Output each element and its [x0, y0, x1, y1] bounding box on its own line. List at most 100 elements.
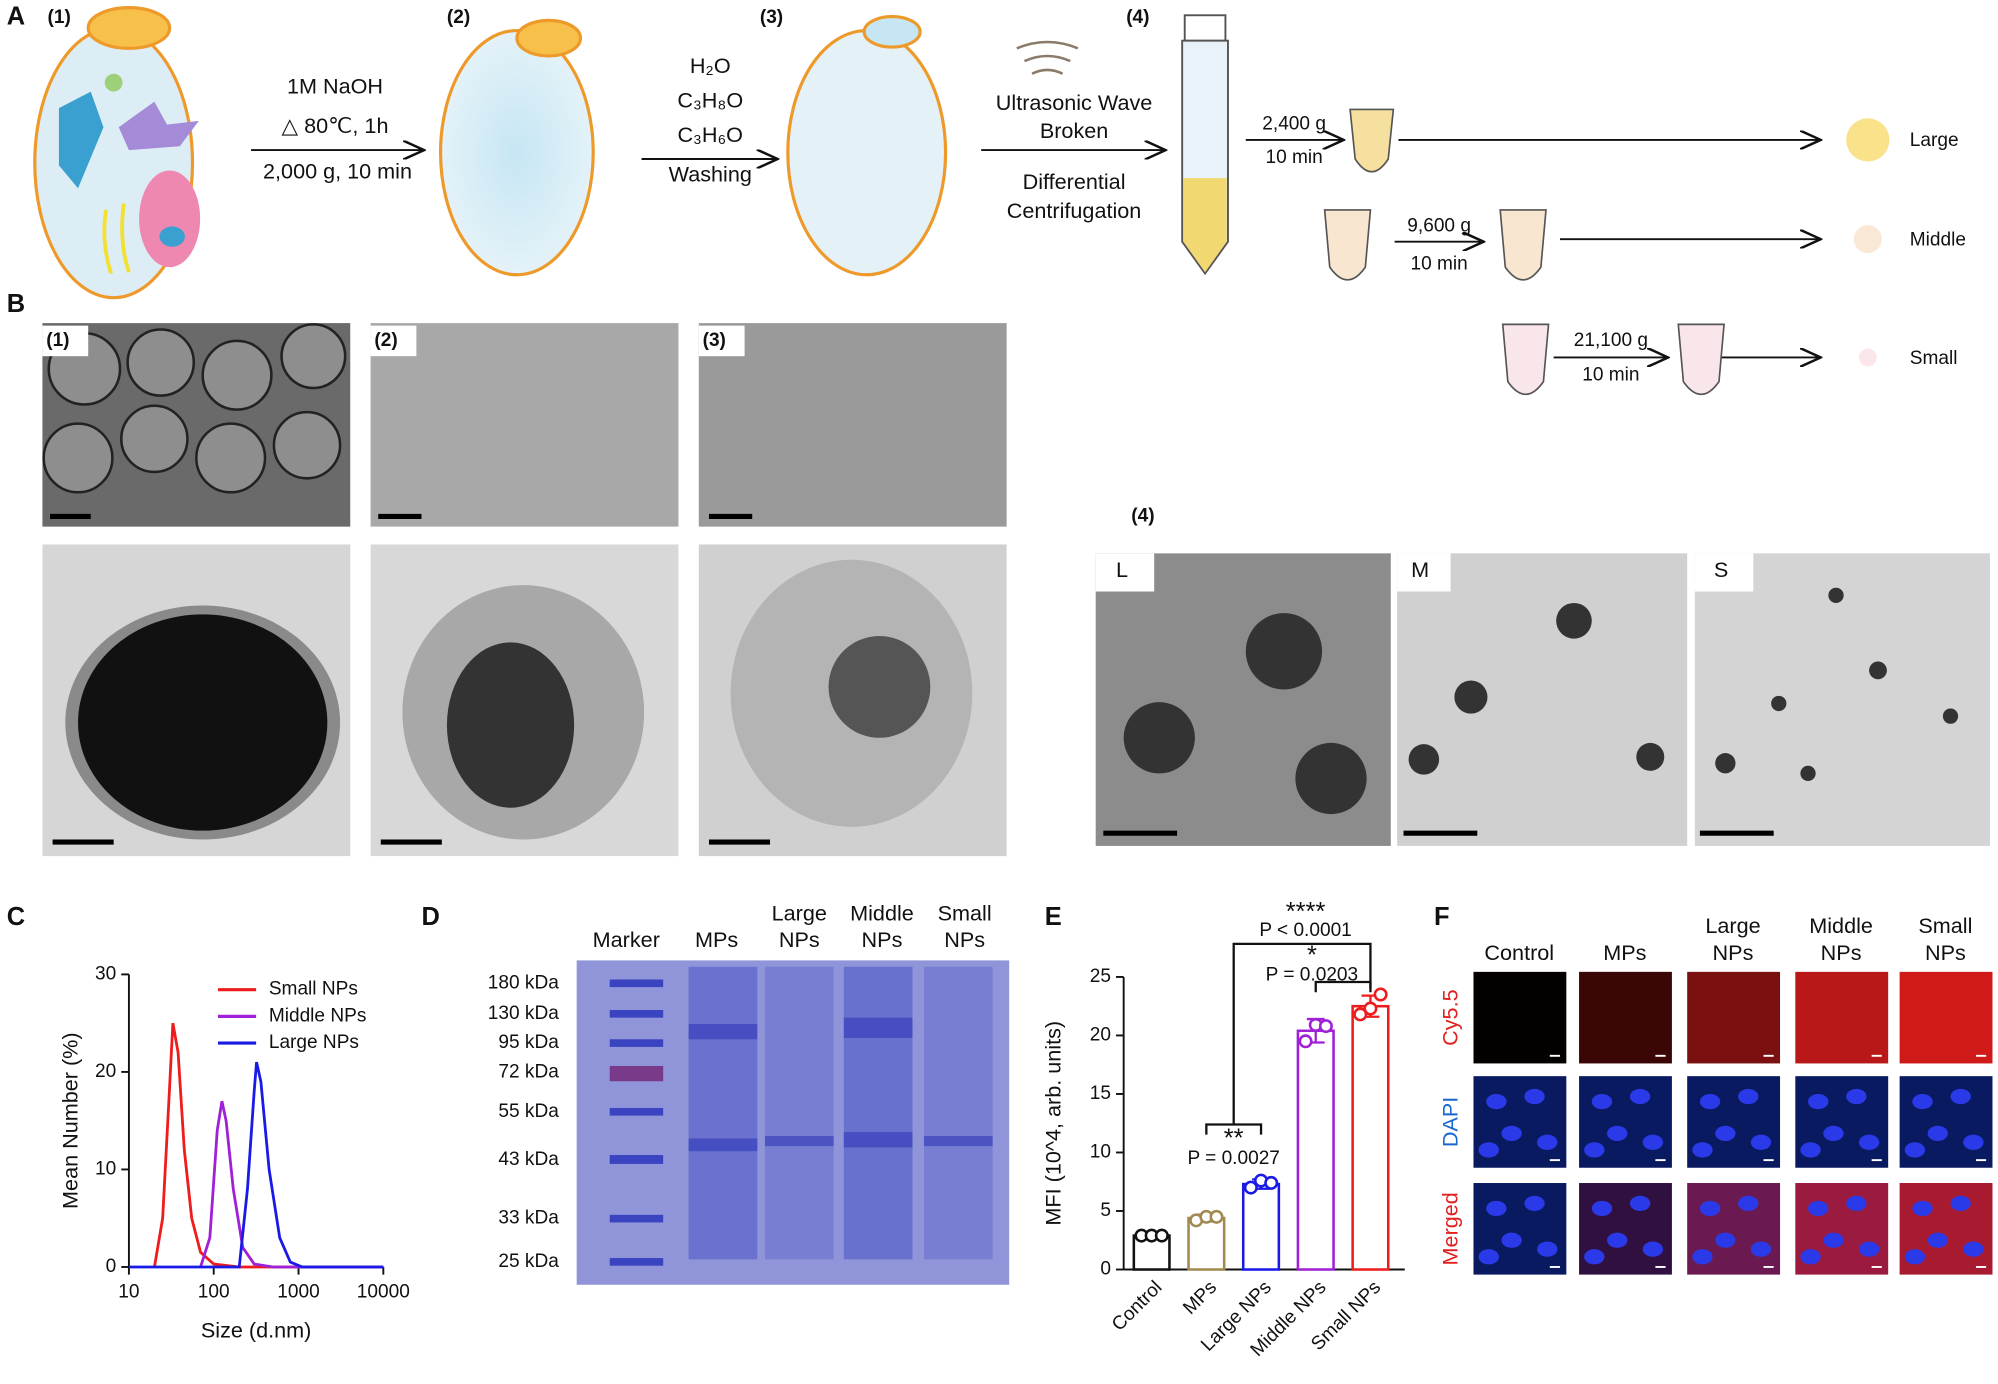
step-label: (4) — [1126, 7, 1149, 28]
data-point — [1363, 1001, 1378, 1016]
nucleus — [1501, 1232, 1522, 1248]
nucleus — [1927, 1232, 1948, 1248]
step-text: 1M NaOH — [287, 73, 383, 98]
nucleus — [1591, 1200, 1613, 1217]
nucleus — [1501, 1125, 1522, 1142]
step-label: (3) — [760, 7, 783, 28]
nucleus — [1846, 1088, 1867, 1105]
legend-label: Small NPs — [269, 979, 358, 1000]
fraction: Small — [1910, 348, 1958, 369]
micrograph — [1687, 971, 1781, 1064]
nucleus — [1524, 1088, 1545, 1105]
y-tick-label: 5 — [1100, 1200, 1111, 1221]
header: Control — [1484, 940, 1554, 965]
bar — [1351, 1004, 1390, 1271]
nucleus — [1584, 1142, 1605, 1158]
y-tick-label: 0 — [106, 1256, 117, 1277]
data-point — [1353, 1007, 1368, 1022]
y-axis-label: Mean Number (%) — [57, 1032, 82, 1209]
header: Marker — [593, 927, 660, 952]
step-text: Broken — [1040, 118, 1108, 143]
nucleus — [1699, 1200, 1721, 1217]
significance: **** — [1286, 898, 1326, 926]
x-tick-label: MPs — [1179, 1277, 1221, 1319]
marker-label: 130 kDa — [488, 1003, 559, 1024]
x-tick-label: 10000 — [357, 1281, 410, 1302]
p-value: P = 0.0027 — [1187, 1148, 1279, 1169]
y-axis-label: MFI (10^4, arb. units) — [1041, 1021, 1066, 1226]
step-text: Washing — [669, 161, 752, 186]
x-tick-label: 100 — [198, 1281, 230, 1302]
nucleus — [1478, 1249, 1499, 1265]
nucleus — [1963, 1241, 1984, 1257]
y-tick-label: 20 — [1090, 1025, 1111, 1046]
y-tick-label: 20 — [95, 1061, 116, 1082]
nucleus — [1584, 1249, 1605, 1265]
header: NPs — [779, 927, 820, 952]
row-label: DAPI — [1438, 1097, 1463, 1147]
line-series — [128, 1061, 384, 1269]
data-point — [1264, 1175, 1279, 1190]
header: MPs — [695, 927, 738, 952]
nucleus — [1486, 1200, 1507, 1217]
image-label: (4) — [1131, 506, 1154, 527]
x-axis-label: Size (d.nm) — [201, 1318, 311, 1343]
nucleus — [1912, 1200, 1933, 1217]
nucleus — [1486, 1093, 1507, 1110]
data-point — [1243, 1180, 1258, 1195]
nucleus — [1537, 1134, 1558, 1150]
row-label: Merged — [1438, 1192, 1463, 1265]
step-text: C₃H₈O — [677, 87, 743, 112]
labels: A B C D E F (1) (2) (3) (4) 1M NaOH △ 80… — [7, 3, 1966, 932]
line-series — [199, 1100, 384, 1269]
step-text: △ 80℃, 1h — [281, 113, 388, 138]
nucleus — [1927, 1125, 1948, 1142]
nucleus — [1607, 1125, 1628, 1142]
nucleus — [1950, 1195, 1971, 1211]
nucleus — [1607, 1232, 1628, 1248]
header: Middle — [1809, 913, 1873, 938]
header: NPs — [944, 927, 985, 952]
data-point — [1154, 1228, 1169, 1243]
panel-label: C — [7, 903, 25, 931]
nucleus — [1858, 1241, 1880, 1257]
nucleus — [1950, 1088, 1971, 1105]
panel-f-art — [1473, 971, 1993, 1275]
marker-label: 43 kDa — [498, 1149, 559, 1170]
data-point — [1298, 1034, 1313, 1049]
p-value: P < 0.0001 — [1259, 920, 1351, 941]
y-tick-label: 15 — [1090, 1083, 1111, 1104]
x-tick-label: Control — [1108, 1277, 1166, 1335]
bracket — [1314, 980, 1372, 993]
marker-label: 55 kDa — [498, 1101, 559, 1122]
marker-label: 72 kDa — [498, 1061, 559, 1082]
panel-label: E — [1045, 903, 1062, 931]
nucleus — [1642, 1241, 1664, 1257]
x-tick-label: 1000 — [277, 1281, 319, 1302]
header: Large — [1705, 913, 1760, 938]
bracket — [1232, 942, 1372, 1125]
nucleus — [1715, 1125, 1736, 1142]
image-label: (1) — [46, 330, 69, 351]
nucleus — [1858, 1134, 1880, 1150]
nucleus — [1823, 1125, 1844, 1142]
header: NPs — [1925, 940, 1966, 965]
nucleus — [1524, 1195, 1545, 1211]
legend-label: Middle NPs — [269, 1005, 367, 1026]
nucleus — [1591, 1093, 1613, 1110]
marker-label: 95 kDa — [498, 1032, 559, 1053]
marker-label: 25 kDa — [498, 1251, 559, 1272]
significance: * — [1307, 941, 1317, 969]
data-point — [1209, 1209, 1224, 1224]
tem-label: S — [1714, 557, 1728, 582]
panel-label: F — [1434, 903, 1450, 931]
header: Middle — [850, 900, 914, 925]
nucleus — [1642, 1134, 1664, 1150]
panel-label: B — [7, 290, 25, 318]
micrograph — [1899, 971, 1993, 1064]
marker-label: 33 kDa — [498, 1208, 559, 1229]
marker-label: 180 kDa — [488, 972, 559, 993]
data-point — [1318, 1019, 1333, 1034]
nucleus — [1808, 1200, 1829, 1217]
